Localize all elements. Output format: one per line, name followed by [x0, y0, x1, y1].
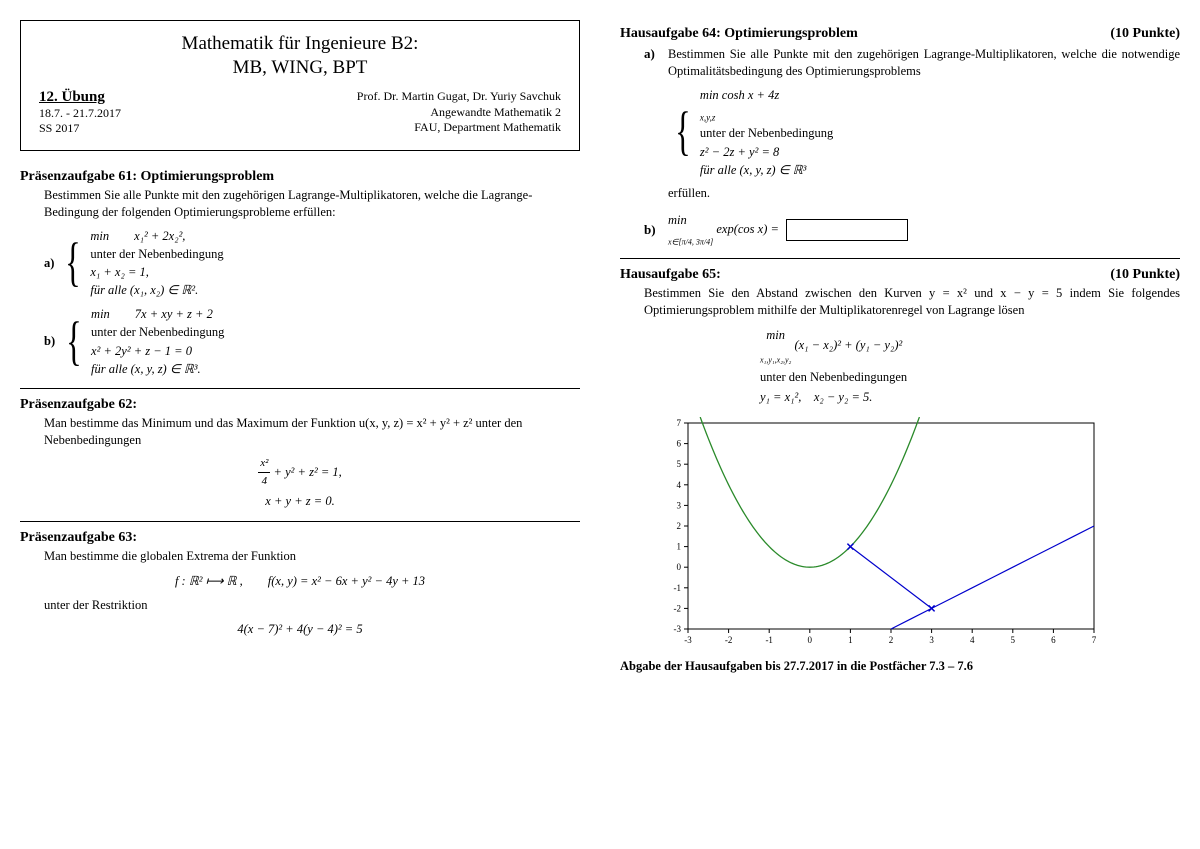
left-column: Mathematik für Ingenieure B2: MB, WING, …	[20, 20, 580, 674]
p61-a-constraint-label: unter der Nebenbedingung	[90, 245, 223, 263]
distance-chart: -3 -2 -1 0 1 2 3 4 5 6 7 -3 -2 -1 0 1 2 3 4 5 6 7	[660, 417, 1180, 651]
semester: SS 2017	[39, 121, 121, 136]
p61-b-objective: min 7x + xy + z + 2	[91, 305, 224, 323]
svg-text:1: 1	[848, 635, 853, 645]
header-left: 12. Übung 18.7. - 21.7.2017 SS 2017	[39, 89, 121, 136]
p63-eq1: f : ℝ² ⟼ ℝ , f(x, y) = x² − 6x + y² − 4y…	[20, 571, 580, 591]
course-title: Mathematik für Ingenieure B2:	[39, 33, 561, 55]
course-subtitle: MB, WING, BPT	[39, 57, 561, 79]
p62-equations: x²4 + y² + z² = 1, x + y + z = 0.	[20, 455, 580, 511]
divider	[620, 258, 1180, 259]
h64-constraint-label: unter der Nebenbedingung	[700, 124, 833, 142]
svg-text:6: 6	[677, 438, 682, 448]
exercise-number: 12. Übung	[39, 89, 121, 106]
divider	[20, 521, 580, 522]
h65-points: (10 Punkte)	[1110, 267, 1180, 283]
h64-end: erfüllen.	[668, 185, 1180, 202]
h64-title: Hausaufgabe 64: Optimierungsproblem	[620, 26, 858, 42]
title-box: Mathematik für Ingenieure B2: MB, WING, …	[20, 20, 580, 151]
h64-b: b) minx∈[π/4, 3π/4] exp(cos x) =	[644, 212, 1180, 248]
page-root: Mathematik für Ingenieure B2: MB, WING, …	[20, 20, 1180, 674]
header-right: Prof. Dr. Martin Gugat, Dr. Yuriy Savchu…	[357, 89, 561, 136]
svg-text:-1: -1	[765, 635, 773, 645]
svg-text:2: 2	[889, 635, 894, 645]
p61-title: Präsenzaufgabe 61: Optimierungsproblem	[20, 169, 580, 185]
svg-text:5: 5	[1011, 635, 1016, 645]
p61-a-objective: min x₁² + 2x₂²,	[90, 227, 223, 245]
h64-points: (10 Punkte)	[1110, 26, 1180, 42]
brace-icon: {	[66, 244, 82, 282]
svg-text:1: 1	[677, 541, 682, 551]
h64-header: Hausaufgabe 64: Optimierungsproblem (10 …	[620, 26, 1180, 42]
svg-text:7: 7	[677, 418, 682, 428]
p62-title: Präsenzaufgabe 62:	[20, 397, 580, 413]
svg-text:3: 3	[677, 500, 682, 510]
h64-constraint: z² − 2z + y² = 8	[700, 143, 833, 161]
svg-text:3: 3	[929, 635, 934, 645]
date-range: 18.7. - 21.7.2017	[39, 106, 121, 121]
department-2: FAU, Department Mathematik	[357, 120, 561, 136]
h65-header: Hausaufgabe 65: (10 Punkte)	[620, 267, 1180, 283]
h64-objective: min cosh x + 4zx,y,z	[700, 86, 833, 125]
p62-intro: Man bestimme das Minimum und das Maximum…	[44, 415, 580, 449]
divider	[20, 388, 580, 389]
h64-a: a) Bestimmen Sie alle Punkte mit den zug…	[644, 46, 1180, 80]
svg-text:-3: -3	[684, 635, 692, 645]
p63-intro: Man bestimme die globalen Extrema der Fu…	[44, 548, 580, 565]
svg-text:5: 5	[677, 459, 682, 469]
department-1: Angewandte Mathematik 2	[357, 105, 561, 121]
submission-footer: Abgabe der Hausaufgaben bis 27.7.2017 in…	[620, 659, 1180, 674]
brace-icon: {	[66, 323, 82, 361]
svg-text:0: 0	[808, 635, 813, 645]
p61-a-domain: für alle (x₁, x₂) ∈ ℝ².	[90, 281, 223, 299]
professors: Prof. Dr. Martin Gugat, Dr. Yuriy Savchu…	[357, 89, 561, 105]
p63-title: Präsenzaufgabe 63:	[20, 530, 580, 546]
p63-eq2: 4(x − 7)² + 4(y − 4)² = 5	[20, 619, 580, 639]
p61-b-constraint: x² + 2y² + z − 1 = 0	[91, 342, 224, 360]
p61-a: a) { min x₁² + 2x₂², unter der Nebenbedi…	[44, 227, 580, 300]
p61-a-constraint: x₁ + x₂ = 1,	[90, 263, 223, 281]
answer-box[interactable]	[786, 219, 908, 241]
p61-b-domain: für alle (x, y, z) ∈ ℝ³.	[91, 360, 224, 378]
h65-title: Hausaufgabe 65:	[620, 267, 721, 283]
right-column: Hausaufgabe 64: Optimierungsproblem (10 …	[620, 20, 1180, 674]
h64-b-eq: minx∈[π/4, 3π/4] exp(cos x) =	[668, 212, 1180, 248]
brace-icon: {	[675, 113, 691, 151]
p61-b: b) { min 7x + xy + z + 2 unter der Neben…	[44, 305, 580, 378]
svg-text:-3: -3	[674, 624, 682, 634]
h65-intro: Bestimmen Sie den Abstand zwischen den K…	[644, 285, 1180, 319]
svg-text:-2: -2	[725, 635, 733, 645]
h64-domain: für alle (x, y, z) ∈ ℝ³	[700, 161, 833, 179]
svg-text:2: 2	[677, 521, 682, 531]
h64-a-intro: Bestimmen Sie alle Punkte mit den zugehö…	[668, 46, 1180, 80]
svg-text:4: 4	[970, 635, 975, 645]
h64-system: { min cosh x + 4zx,y,z unter der Nebenbe…	[668, 86, 1180, 179]
h65-equations: minx₁,y₁,x₂,y₂ (x₁ − x₂)² + (y₁ − y₂)² u…	[760, 325, 1180, 407]
p61-b-constraint-label: unter der Nebenbedingung	[91, 323, 224, 341]
p61-intro: Bestimmen Sie alle Punkte mit den zugehö…	[44, 187, 580, 221]
svg-text:4: 4	[677, 480, 682, 490]
svg-text:6: 6	[1051, 635, 1056, 645]
svg-text:7: 7	[1092, 635, 1097, 645]
p63-mid: unter der Restriktion	[44, 597, 580, 614]
svg-text:-1: -1	[674, 583, 682, 593]
svg-text:-2: -2	[674, 603, 682, 613]
svg-text:0: 0	[677, 562, 682, 572]
